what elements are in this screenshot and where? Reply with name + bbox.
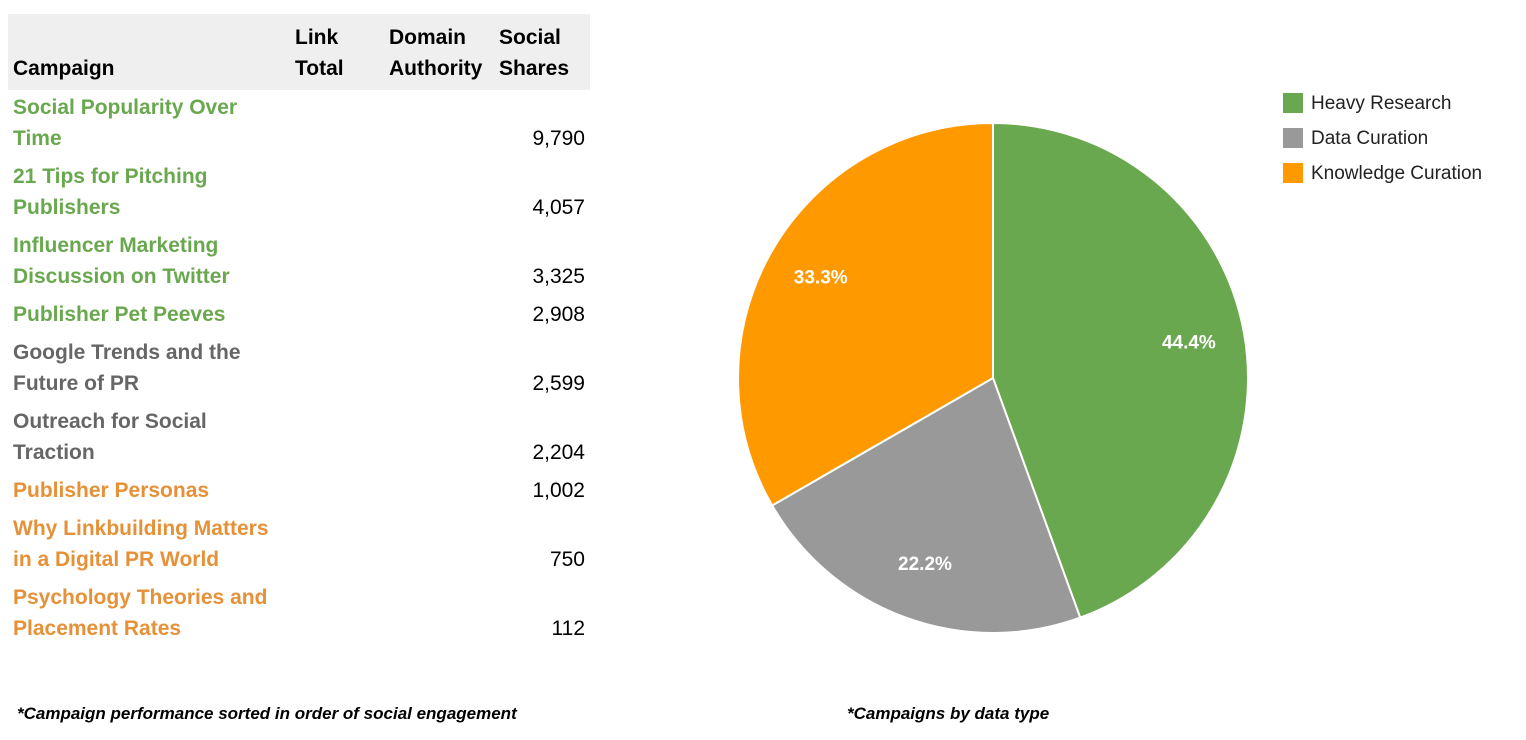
table-footnote: *Campaign performance sorted in order of… <box>17 704 517 723</box>
legend-label: Data Curation <box>1311 128 1428 149</box>
table-row: Psychology Theories and Placement Rates 1… <box>8 580 590 649</box>
social-shares: 4,057 <box>532 196 585 219</box>
table-row: Outreach for Social Traction 2,204 <box>8 404 590 473</box>
pie-slice <box>737 121 994 507</box>
campaign-name: Why Linkbuilding Matters in a Digital PR… <box>13 517 269 571</box>
campaign-name: Influencer Marketing Discussion on Twitt… <box>13 234 230 288</box>
social-shares: 9,790 <box>532 127 585 150</box>
campaign-name: Google Trends and the Future of PR <box>13 341 241 395</box>
table-row: Google Trends and the Future of PR 2,599 <box>8 335 590 404</box>
campaign-name: Publisher Pet Peeves <box>13 303 226 326</box>
social-shares: 2,908 <box>532 303 585 326</box>
pie-slice <box>992 121 1249 619</box>
campaign-name: Outreach for Social Traction <box>13 410 207 464</box>
header-cell: Social Shares <box>494 14 590 90</box>
legend-label: Heavy Research <box>1311 93 1451 114</box>
chart-footnote: *Campaigns by data type <box>847 704 1050 723</box>
campaign-name: Social Popularity Over Time <box>13 96 238 150</box>
table-row: Publisher Pet Peeves 2,908 <box>8 297 590 335</box>
slice-label: 44.4% <box>1162 332 1216 353</box>
legend-swatch <box>1283 163 1303 183</box>
campaign-table: Campaign Link Total Domain Authority Soc… <box>8 14 590 649</box>
campaign-name: Psychology Theories and Placement Rates <box>13 586 268 640</box>
slice-label: 22.2% <box>898 554 952 575</box>
pie-slice <box>770 376 1082 634</box>
header-cell: Domain Authority <box>384 14 494 90</box>
table-row: Influencer Marketing Discussion on Twitt… <box>8 228 590 297</box>
header-cell: Link Total <box>290 14 384 90</box>
legend-swatch <box>1283 128 1303 148</box>
social-shares: 2,599 <box>532 372 585 395</box>
social-shares: 112 <box>551 617 585 640</box>
table-row: Why Linkbuilding Matters in a Digital PR… <box>8 511 590 580</box>
legend-swatch <box>1283 93 1303 113</box>
social-shares: 750 <box>549 548 585 571</box>
header-row: Campaign Link Total Domain Authority Soc… <box>8 14 590 90</box>
table-row: Publisher Personas 1,002 <box>8 473 590 511</box>
social-shares: 2,204 <box>532 441 585 464</box>
table-row: Social Popularity Over Time 9,790 <box>8 90 590 159</box>
slice-label: 33.3% <box>794 268 848 289</box>
header-cell: Campaign <box>8 14 290 90</box>
table-row: 21 Tips for Pitching Publishers 4,057 <box>8 159 590 228</box>
campaign-name: 21 Tips for Pitching Publishers <box>13 165 208 219</box>
social-shares: 1,002 <box>532 479 585 502</box>
table-body: Social Popularity Over Time 9,790 21 Tips … <box>8 90 590 649</box>
campaign-name: Publisher Personas <box>13 479 210 502</box>
social-shares: 3,325 <box>532 265 585 288</box>
legend-label: Knowledge Curation <box>1311 163 1482 184</box>
pie-chart: 44.4% 22.2% 33.3% Heavy Research Data Curati… <box>737 93 1482 634</box>
